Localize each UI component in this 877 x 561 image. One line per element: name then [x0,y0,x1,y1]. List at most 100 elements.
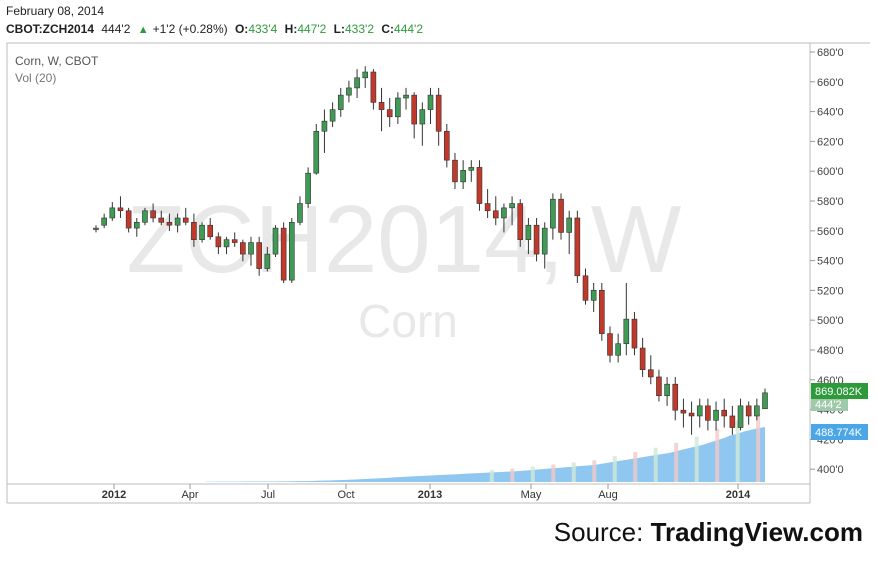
candle-body [599,289,605,334]
candle-body [264,253,271,269]
candle-body [615,343,621,356]
volume-bar [694,436,699,482]
volume-bar [756,413,761,482]
candle-body [117,207,124,212]
price-change: +1'2 (+0.28%) [152,22,228,36]
open-value: 433'4 [248,22,278,36]
candle-body [664,383,670,397]
candle-body [280,227,287,281]
candle-body [696,405,703,417]
candle-body [476,167,483,204]
candle-body [656,376,662,397]
volume-bar [489,469,494,482]
high-label: H: [284,22,298,36]
watermark-name: Corn [358,295,458,347]
source-credit: Source: TradingView.com [553,517,863,547]
price-tag-last: 444'2 [811,398,848,411]
time-axis[interactable]: 2012 Apr Jul Oct 2013 May Aug 2014 [102,484,751,501]
candle-body [158,217,165,223]
candle-body [256,242,262,269]
candle-body [354,77,360,89]
candle-body [289,222,295,281]
candle-body [533,224,540,255]
x-tick-label: Oct [337,489,354,501]
candle-body [174,217,181,226]
candle-body [754,405,760,417]
candle-body [468,167,475,171]
candle-body [639,347,646,371]
y-tick-label: 400'0 [817,464,844,476]
svg-text:488.774K: 488.774K [815,427,863,439]
candle-body [403,94,409,99]
quote-line: CBOT:ZCH2014 444'2 ▲ +1'2 (+0.28%) O:433'… [6,22,427,36]
volume-bar [510,468,515,482]
candle-body [419,109,426,125]
x-tick-label: 2012 [102,489,126,501]
candle-body [223,239,230,248]
volume-bar [592,460,597,482]
candle-body [631,318,638,349]
volume-bar [674,442,679,482]
volume-bars [205,413,765,482]
candle-body [346,87,352,96]
volume-bar [551,464,556,482]
candle-body [125,210,132,229]
candle-body [444,130,450,161]
candle-body [721,409,728,417]
candle-body [337,94,344,110]
close-value: 444'2 [394,22,424,36]
last-price: 444'2 [101,22,131,36]
y-tick-label: 620'0 [817,136,844,148]
candle-body [501,207,507,219]
candle-body [460,169,466,183]
svg-text:444'2: 444'2 [815,399,842,411]
candle-body [182,217,189,223]
candle-body [452,159,458,183]
y-tick-label: 600'0 [817,166,844,178]
x-tick-label: 2013 [418,489,442,501]
y-tick-label: 480'0 [817,345,844,357]
volume-bar [653,447,658,482]
low-label: L: [333,22,345,36]
candle-body [370,71,377,103]
candle-body [582,275,589,301]
candle-body [435,94,442,132]
candle-body [215,236,222,248]
candle-body [191,222,197,240]
candle-body [199,224,205,240]
volume-bar [612,456,617,482]
candle-body [297,203,303,223]
volume-bar [530,466,535,482]
candle-body [411,94,417,125]
candle-body [647,369,654,378]
y-tick-label: 540'0 [817,256,844,268]
candle-body [590,289,597,301]
svg-text:869.082K: 869.082K [815,386,863,398]
volume-average-area [205,427,765,482]
candle-body [362,71,369,79]
candle-body [150,210,156,219]
y-tick-label: 580'0 [817,196,844,208]
candle-body [623,318,630,345]
candle-body [166,222,173,226]
y-tick-label: 520'0 [817,285,844,297]
candle-body [305,172,311,204]
candle-body [745,405,752,417]
candle-body [313,130,320,174]
y-tick-label: 680'0 [817,47,844,59]
up-arrow-icon: ▲ [137,24,149,36]
x-tick-label: Apr [181,489,198,501]
candle-body [109,207,116,219]
plot-area[interactable] [6,42,811,485]
candle-body [574,217,581,277]
candle-body [509,203,515,209]
candle-body [386,109,393,118]
candle-body [558,198,564,233]
series-title: Corn, W, CBOT [15,54,99,68]
price-chart[interactable]: ZCH2014, W Corn Corn, W, CBOT Vol (20) 6… [0,0,877,515]
x-tick-label: Aug [598,489,618,501]
y-tick-label: 500'0 [817,315,844,327]
close-label: C: [381,22,395,36]
symbol-label[interactable]: CBOT:ZCH2014 [6,22,95,36]
price-axis[interactable]: 680'0 660'0 640'0 620'0 600'0 580'0 560'0 540'0… [810,47,844,476]
